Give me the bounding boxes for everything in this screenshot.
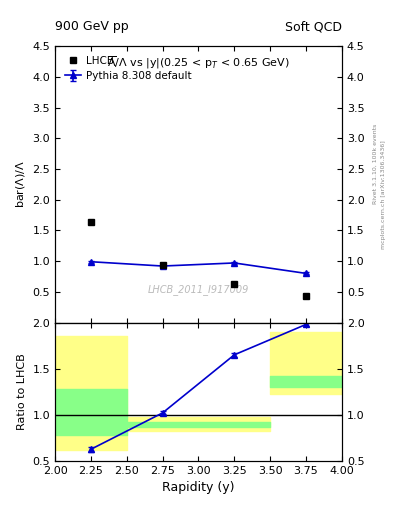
LHCB xyxy=(160,262,165,268)
LHCB xyxy=(304,292,309,298)
Legend: LHCB, Pythia 8.308 default: LHCB, Pythia 8.308 default xyxy=(61,52,196,85)
Text: mcplots.cern.ch [arXiv:1306.3436]: mcplots.cern.ch [arXiv:1306.3436] xyxy=(381,140,386,249)
Y-axis label: Ratio to LHCB: Ratio to LHCB xyxy=(17,353,27,430)
Line: LHCB: LHCB xyxy=(87,219,310,299)
X-axis label: Rapidity (y): Rapidity (y) xyxy=(162,481,235,494)
Text: Rivet 3.1.10, 100k events: Rivet 3.1.10, 100k events xyxy=(373,124,378,204)
LHCB xyxy=(232,282,237,288)
Text: 900 GeV pp: 900 GeV pp xyxy=(55,20,129,33)
Text: LHCB_2011_I917009: LHCB_2011_I917009 xyxy=(148,284,249,295)
Text: Soft QCD: Soft QCD xyxy=(285,20,342,33)
Text: $\overline{\Lambda}/\Lambda$ vs |y|(0.25 < p$_{T}$ < 0.65 GeV): $\overline{\Lambda}/\Lambda$ vs |y|(0.25… xyxy=(107,54,290,71)
LHCB xyxy=(88,219,93,225)
Y-axis label: bar($\Lambda$)/$\Lambda$: bar($\Lambda$)/$\Lambda$ xyxy=(14,160,27,208)
